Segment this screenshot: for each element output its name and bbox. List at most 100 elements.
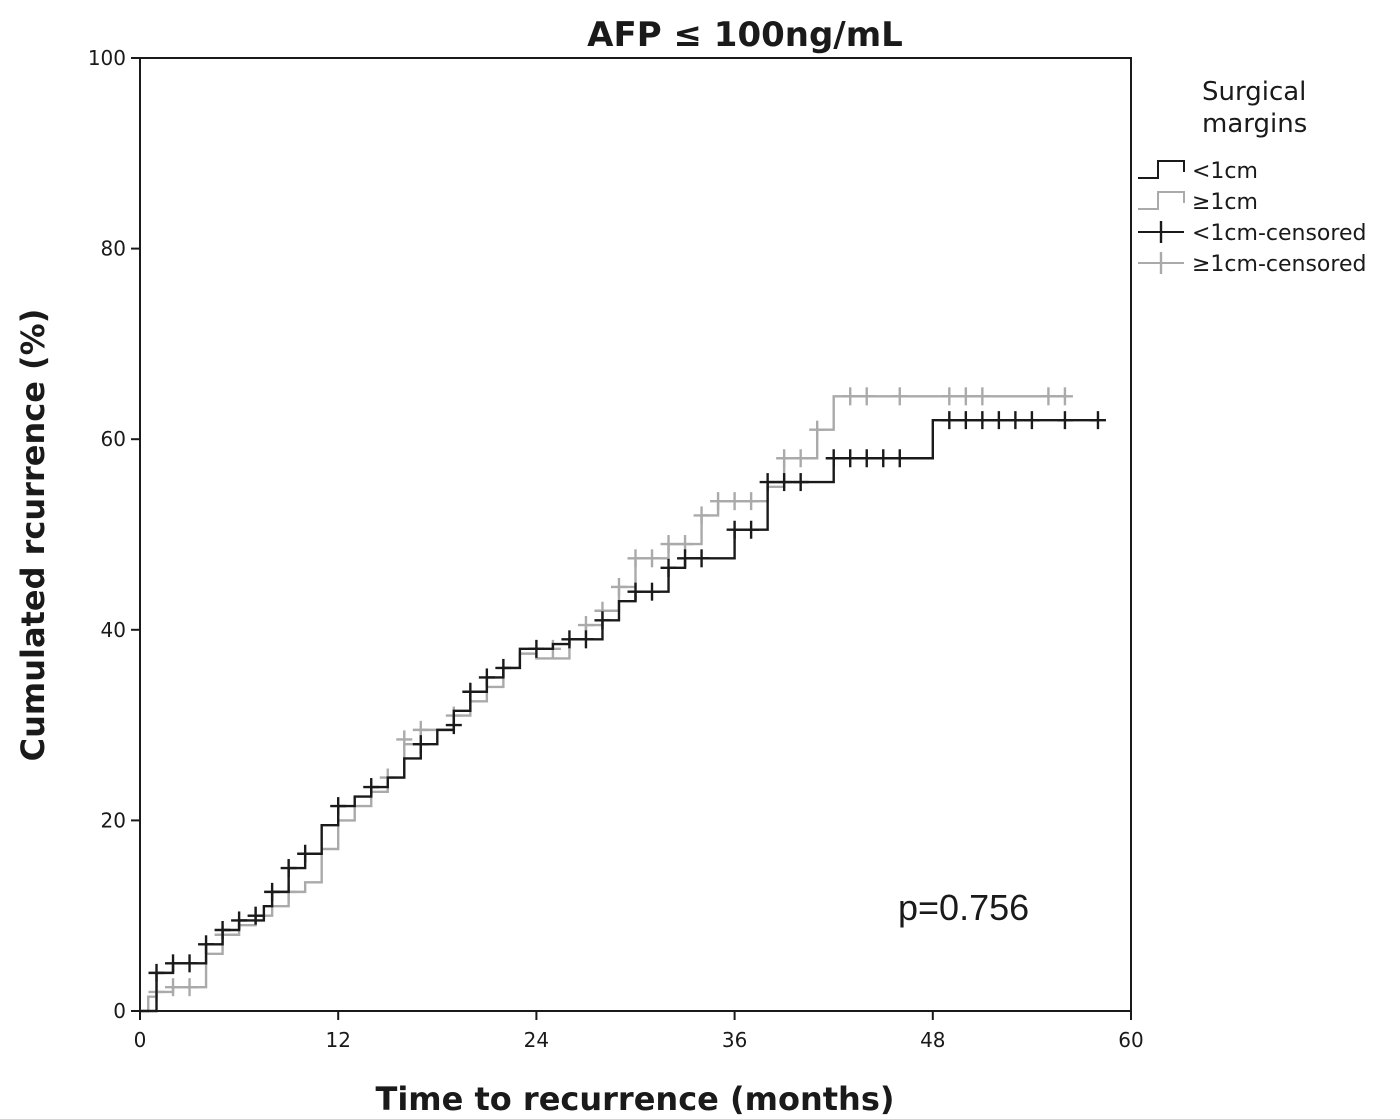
censor-mark-lt1cm xyxy=(297,844,314,863)
chart-title: AFP ≤ 100ng/mL xyxy=(587,15,903,55)
censor-mark-lt1cm xyxy=(875,449,892,468)
censor-mark-lt1cm xyxy=(743,520,760,539)
censor-mark-ge1cm xyxy=(957,387,974,406)
censor-mark-ge1cm xyxy=(776,449,793,468)
censor-mark-ge1cm xyxy=(792,449,809,468)
censor-mark-lt1cm xyxy=(594,611,611,630)
x-tick-label: 60 xyxy=(1118,1028,1143,1052)
censor-mark-lt1cm xyxy=(957,411,974,430)
plot-area xyxy=(139,57,1132,1012)
censor-mark-ge1cm xyxy=(627,549,644,568)
p-value-annotation: p=0.756 xyxy=(898,887,1029,928)
censor-mark-lt1cm xyxy=(825,449,842,468)
censor-mark-lt1cm xyxy=(1089,411,1106,430)
legend: Surgical margins <1cm ≥1cm <1cm-censored ≥1… xyxy=(1138,77,1366,277)
censor-mark-lt1cm xyxy=(445,716,462,735)
legend-item-1-label: <1cm xyxy=(1192,159,1258,184)
y-tick-label: 40 xyxy=(101,618,126,642)
legend-title-line-2: margins xyxy=(1202,109,1307,139)
censor-mark-lt1cm xyxy=(726,520,743,539)
x-tick-label: 0 xyxy=(134,1028,147,1052)
censor-mark-ge1cm xyxy=(743,492,760,511)
ticks-layer: 0 12 24 36 48 60 0 20 40 60 80 100 xyxy=(88,46,1144,1052)
censor-mark-lt1cm xyxy=(214,920,231,939)
y-tick-label: 60 xyxy=(101,427,126,451)
censor-mark-lt1cm xyxy=(363,778,380,797)
censor-mark-lt1cm xyxy=(693,549,710,568)
censor-mark-ge1cm xyxy=(660,535,677,554)
y-tick-label: 100 xyxy=(88,46,126,70)
y-tick-label: 80 xyxy=(101,237,126,261)
legend-item-3: <1cm-censored xyxy=(1138,221,1366,246)
censor-mark-lt1cm xyxy=(660,558,677,577)
censor-mark-lt1cm xyxy=(1007,411,1024,430)
legend-item-3-label: <1cm-censored xyxy=(1192,221,1366,246)
y-axis-label: Cumulated rcurrence (%) xyxy=(14,309,52,762)
x-tick-label: 24 xyxy=(524,1028,549,1052)
censor-mark-ge1cm xyxy=(396,730,413,749)
x-tick-label: 12 xyxy=(325,1028,350,1052)
censor-mark-lt1cm xyxy=(1023,411,1040,430)
censor-mark-ge1cm xyxy=(809,420,826,439)
censor-mark-lt1cm xyxy=(577,630,594,649)
legend-item-2-label: ≥1cm xyxy=(1192,190,1258,215)
censor-mark-ge1cm xyxy=(941,387,958,406)
censor-mark-lt1cm xyxy=(478,668,495,687)
plot-frame xyxy=(139,57,1132,1012)
x-axis-label: Time to recurrence (months) xyxy=(376,1080,895,1118)
censor-mark-ge1cm xyxy=(891,387,908,406)
censor-mark-lt1cm xyxy=(974,411,991,430)
legend-title-line-1: Surgical xyxy=(1202,77,1306,107)
censor-mark-lt1cm xyxy=(495,658,512,677)
x-tick-label: 36 xyxy=(722,1028,747,1052)
censor-mark-ge1cm xyxy=(165,978,182,997)
censor-mark-ge1cm xyxy=(610,577,627,596)
legend-item-2: ≥1cm xyxy=(1138,190,1258,215)
censor-mark-ge1cm xyxy=(858,387,875,406)
censor-mark-lt1cm xyxy=(677,549,694,568)
series-layer xyxy=(140,387,1106,1013)
censor-mark-ge1cm xyxy=(726,492,743,511)
legend-item-4: ≥1cm-censored xyxy=(1138,252,1366,277)
censor-mark-lt1cm xyxy=(412,735,429,754)
censor-mark-lt1cm xyxy=(165,954,182,973)
censor-mark-lt1cm xyxy=(528,639,545,658)
censor-mark-ge1cm xyxy=(1040,387,1057,406)
censor-mark-lt1cm xyxy=(990,411,1007,430)
censor-mark-ge1cm xyxy=(710,492,727,511)
censor-mark-lt1cm xyxy=(280,859,297,878)
censor-mark-lt1cm xyxy=(1056,411,1073,430)
censor-mark-lt1cm xyxy=(462,682,479,701)
censor-mark-lt1cm xyxy=(264,882,281,901)
censor-mark-ge1cm xyxy=(1056,387,1073,406)
censor-mark-lt1cm xyxy=(941,411,958,430)
legend-item-2-step-swatch xyxy=(1138,191,1185,210)
censor-mark-ge1cm xyxy=(974,387,991,406)
legend-item-1-step-swatch xyxy=(1138,160,1185,179)
censor-mark-ge1cm xyxy=(842,387,859,406)
legend-item-1: <1cm xyxy=(1138,159,1258,184)
censor-mark-lt1cm xyxy=(330,797,347,816)
censor-mark-lt1cm xyxy=(198,935,215,954)
censor-mark-lt1cm xyxy=(858,449,875,468)
censor-mark-lt1cm xyxy=(247,906,264,925)
censor-mark-lt1cm xyxy=(792,473,809,492)
censor-mark-ge1cm xyxy=(693,506,710,525)
censor-mark-lt1cm xyxy=(148,963,165,982)
censor-mark-lt1cm xyxy=(776,473,793,492)
censor-mark-ge1cm xyxy=(181,978,198,997)
censor-mark-lt1cm xyxy=(561,630,578,649)
censor-mark-lt1cm xyxy=(181,954,198,973)
legend-item-4-label: ≥1cm-censored xyxy=(1192,252,1366,277)
y-tick-label: 0 xyxy=(113,999,126,1023)
y-tick-label: 20 xyxy=(101,808,126,832)
censor-mark-lt1cm xyxy=(842,449,859,468)
censor-mark-lt1cm xyxy=(759,473,776,492)
censor-mark-lt1cm xyxy=(891,449,908,468)
censor-mark-lt1cm xyxy=(231,911,248,930)
censor-mark-ge1cm xyxy=(644,549,661,568)
x-tick-label: 48 xyxy=(920,1028,945,1052)
censor-mark-lt1cm xyxy=(644,582,661,601)
censor-mark-lt1cm xyxy=(627,582,644,601)
